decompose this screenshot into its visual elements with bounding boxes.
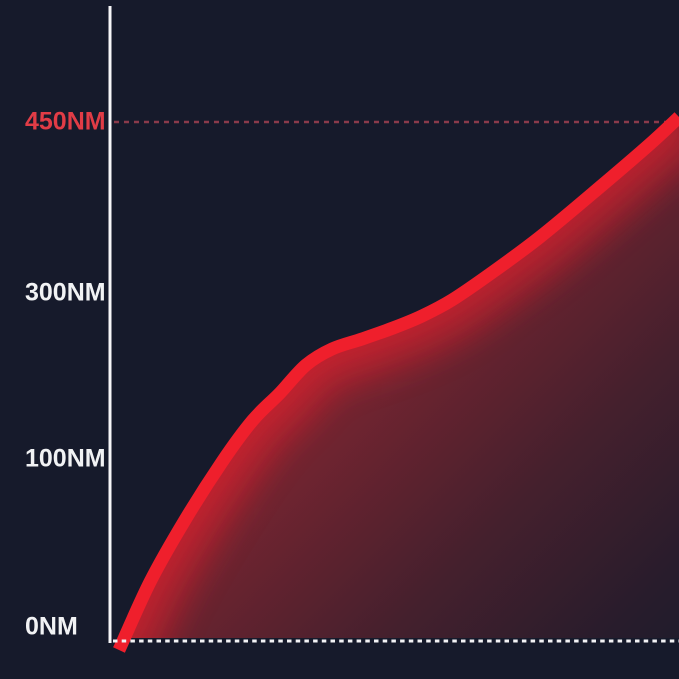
range-curve-line	[113, 112, 679, 653]
